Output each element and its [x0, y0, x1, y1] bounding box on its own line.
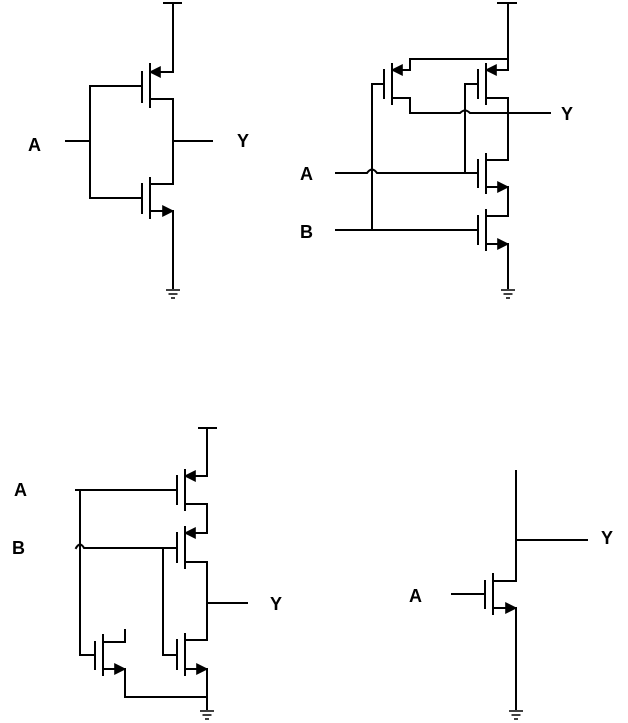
ground-symbol [500, 289, 516, 299]
output-wire [515, 470, 588, 582]
label-y: Y [237, 131, 249, 151]
nmos-transistor-right [176, 633, 209, 710]
pmos-transistor-a [75, 469, 208, 534]
pmos-transistor-b [74, 526, 208, 641]
label-y: Y [561, 104, 573, 124]
input-wire [65, 85, 91, 199]
ground-symbol [165, 289, 181, 299]
nmos-transistor-b [477, 209, 510, 289]
nmos-transistor [451, 573, 518, 710]
vdd-rail [163, 2, 182, 73]
label-a: A [300, 164, 313, 184]
pmos-transistor [89, 63, 174, 108]
label-y: Y [270, 594, 282, 614]
circuit-two-input-bottom-left: A B Y [12, 427, 282, 720]
label-a: A [14, 480, 27, 500]
nmos-transistor [89, 177, 175, 289]
input-b-wire [335, 83, 479, 231]
circuit-inverter: A Y [28, 2, 249, 299]
circuit-single-transistor: A Y [409, 470, 613, 720]
circuit-two-input-top-right: A B Y [300, 2, 573, 299]
ground-symbol [199, 710, 215, 720]
nmos-transistor-left [94, 629, 208, 698]
pmos-transistor-left [371, 63, 411, 114]
label-a: A [28, 135, 41, 155]
output-wire [172, 98, 213, 185]
label-a: A [409, 586, 422, 606]
vdd-rail [198, 427, 217, 477]
output-wire [409, 109, 551, 114]
label-b: B [12, 538, 25, 558]
label-y: Y [601, 528, 613, 548]
vdd-rail [409, 2, 517, 71]
pmos-transistor-right [464, 63, 509, 161]
input-wires [79, 489, 178, 656]
nmos-transistor-a [477, 153, 510, 217]
label-b: B [300, 222, 313, 242]
ground-symbol [508, 710, 524, 720]
